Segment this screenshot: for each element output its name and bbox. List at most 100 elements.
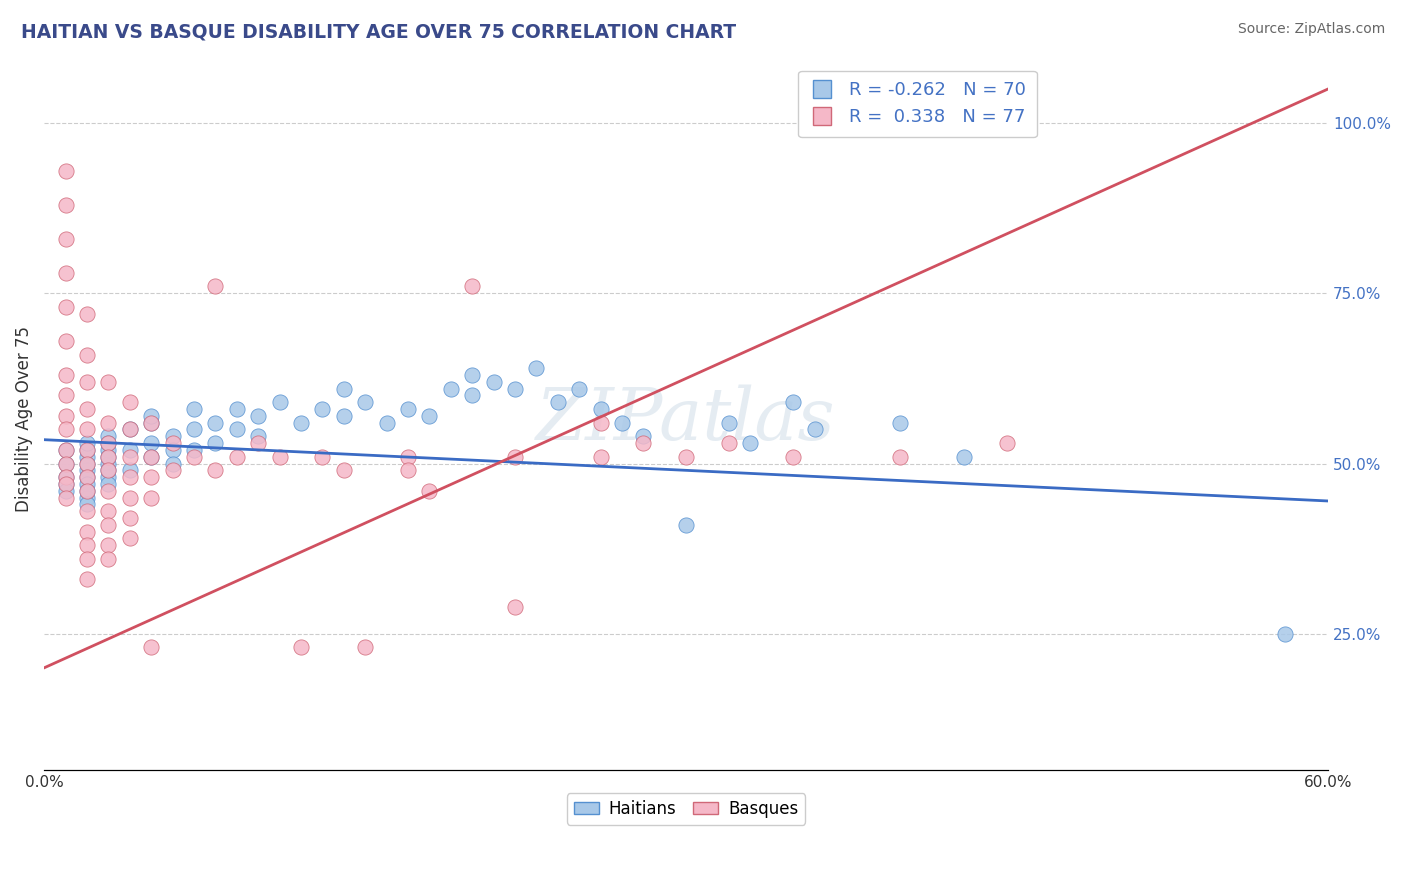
- Point: [332, 463, 354, 477]
- Point: [76, 491, 98, 505]
- Point: [375, 416, 398, 430]
- Point: [995, 436, 1018, 450]
- Point: [76, 552, 98, 566]
- Point: [118, 491, 141, 505]
- Point: [55, 368, 77, 382]
- Point: [76, 483, 98, 498]
- Point: [503, 599, 526, 614]
- Point: [55, 470, 77, 484]
- Point: [162, 436, 184, 450]
- Point: [76, 504, 98, 518]
- Point: [55, 334, 77, 348]
- Point: [482, 375, 505, 389]
- Point: [55, 388, 77, 402]
- Point: [247, 409, 270, 423]
- Point: [225, 422, 247, 436]
- Point: [717, 416, 740, 430]
- Point: [568, 382, 591, 396]
- Point: [183, 422, 205, 436]
- Point: [118, 463, 141, 477]
- Point: [55, 457, 77, 471]
- Point: [76, 470, 98, 484]
- Point: [76, 470, 98, 484]
- Point: [183, 402, 205, 417]
- Point: [55, 477, 77, 491]
- Point: [717, 436, 740, 450]
- Point: [204, 463, 226, 477]
- Point: [589, 416, 612, 430]
- Point: [803, 422, 825, 436]
- Point: [332, 409, 354, 423]
- Point: [97, 457, 120, 471]
- Point: [311, 450, 333, 464]
- Point: [162, 463, 184, 477]
- Point: [76, 457, 98, 471]
- Point: [139, 416, 162, 430]
- Point: [76, 524, 98, 539]
- Point: [55, 457, 77, 471]
- Point: [97, 450, 120, 464]
- Point: [162, 429, 184, 443]
- Point: [547, 395, 569, 409]
- Text: ZIPatlas: ZIPatlas: [536, 384, 837, 455]
- Point: [440, 382, 463, 396]
- Point: [76, 307, 98, 321]
- Point: [461, 388, 484, 402]
- Point: [247, 429, 270, 443]
- Point: [97, 436, 120, 450]
- Legend: Haitians, Basques: Haitians, Basques: [567, 794, 806, 825]
- Point: [55, 422, 77, 436]
- Point: [76, 436, 98, 450]
- Point: [55, 163, 77, 178]
- Point: [55, 477, 77, 491]
- Point: [782, 450, 804, 464]
- Point: [610, 416, 633, 430]
- Point: [204, 436, 226, 450]
- Point: [97, 416, 120, 430]
- Point: [782, 395, 804, 409]
- Point: [633, 429, 655, 443]
- Point: [55, 483, 77, 498]
- Point: [118, 511, 141, 525]
- Point: [311, 402, 333, 417]
- Point: [889, 450, 911, 464]
- Point: [118, 422, 141, 436]
- Point: [97, 463, 120, 477]
- Point: [740, 436, 762, 450]
- Point: [97, 552, 120, 566]
- Point: [97, 436, 120, 450]
- Point: [118, 395, 141, 409]
- Point: [97, 429, 120, 443]
- Point: [55, 442, 77, 457]
- Text: Source: ZipAtlas.com: Source: ZipAtlas.com: [1237, 22, 1385, 37]
- Point: [76, 347, 98, 361]
- Point: [633, 436, 655, 450]
- Point: [953, 450, 976, 464]
- Point: [55, 266, 77, 280]
- Point: [524, 361, 547, 376]
- Point: [889, 416, 911, 430]
- Point: [118, 422, 141, 436]
- Point: [97, 463, 120, 477]
- Y-axis label: Disability Age Over 75: Disability Age Over 75: [15, 326, 32, 512]
- Point: [183, 450, 205, 464]
- Point: [139, 416, 162, 430]
- Point: [269, 395, 291, 409]
- Point: [97, 477, 120, 491]
- Point: [55, 300, 77, 314]
- Point: [118, 470, 141, 484]
- Point: [76, 477, 98, 491]
- Point: [247, 436, 270, 450]
- Point: [76, 402, 98, 417]
- Point: [290, 640, 312, 655]
- Point: [97, 483, 120, 498]
- Point: [503, 450, 526, 464]
- Point: [76, 457, 98, 471]
- Point: [97, 517, 120, 532]
- Point: [55, 198, 77, 212]
- Point: [139, 450, 162, 464]
- Point: [97, 450, 120, 464]
- Point: [354, 395, 377, 409]
- Point: [76, 497, 98, 511]
- Point: [139, 640, 162, 655]
